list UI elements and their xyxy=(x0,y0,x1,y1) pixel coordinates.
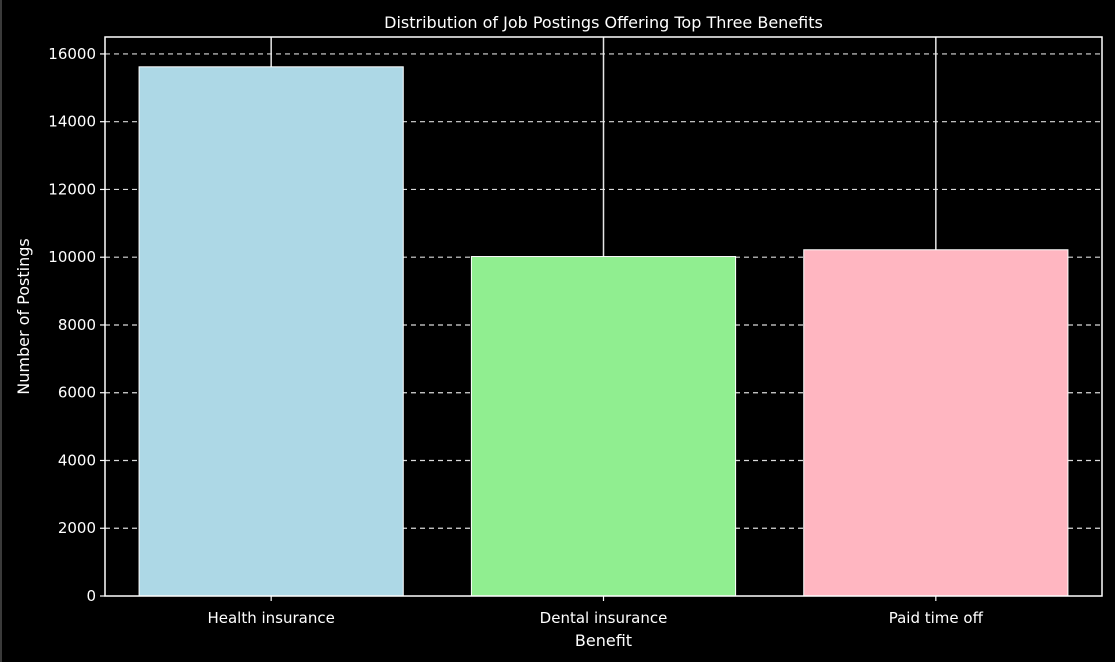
y-tick-label: 10000 xyxy=(48,248,96,266)
bar xyxy=(138,66,404,597)
x-axis-label: Benefit xyxy=(575,631,632,650)
y-tick-label: 2000 xyxy=(58,519,96,537)
y-axis-ticks: 0 2000 4000 6000 8000 10000 12000 14000 16000 xyxy=(48,45,105,605)
y-tick-label: 12000 xyxy=(48,180,96,198)
y-tick-label: 4000 xyxy=(58,451,96,469)
bar xyxy=(803,249,1069,597)
error-lines xyxy=(270,37,937,257)
plot-area-frame xyxy=(104,36,1103,597)
y-axis-label: Number of Postings xyxy=(14,238,33,394)
bar xyxy=(470,256,737,597)
bars xyxy=(138,66,1069,597)
y-tick-label: 8000 xyxy=(58,316,96,334)
x-tick-label: Dental insurance xyxy=(540,609,668,627)
x-axis-ticks: Health insurance Dental insurance Paid tim… xyxy=(207,596,984,627)
y-tick-label: 14000 xyxy=(48,113,96,131)
x-tick-label: Paid time off xyxy=(889,609,984,627)
y-tick-label: 16000 xyxy=(48,45,96,63)
y-tick-label: 0 xyxy=(86,587,96,605)
y-tick-label: 6000 xyxy=(58,384,96,402)
x-tick-label: Health insurance xyxy=(207,609,334,627)
chart-title: Distribution of Job Postings Offering To… xyxy=(384,13,823,32)
